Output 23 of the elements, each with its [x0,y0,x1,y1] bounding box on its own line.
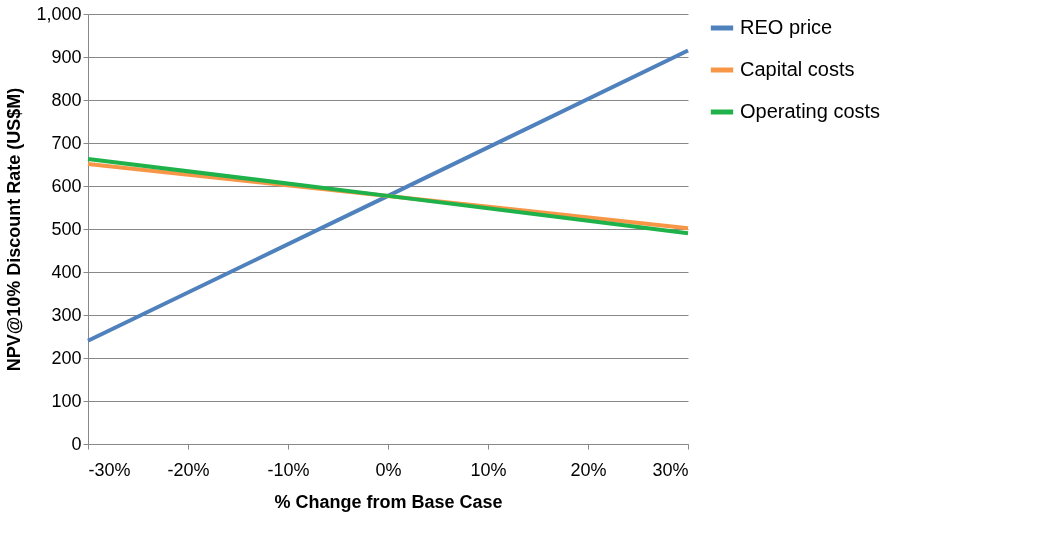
x-tick-label: -20% [167,459,210,480]
legend-label: Operating costs [740,100,881,122]
legend-label: REO price [740,16,833,38]
y-tick-label: 100 [51,390,82,411]
y-tick-label: 500 [51,218,82,239]
x-tick-label: 10% [470,459,507,480]
x-tick-label: 20% [570,459,607,480]
x-tick-label: -10% [267,459,310,480]
x-tick-label: 0% [375,459,402,480]
y-tick-label: 400 [51,261,82,282]
y-tick-label: 300 [51,304,82,325]
y-tick-label: 700 [51,132,82,153]
y-axis-title: NPV@10% Discount Rate (US$M) [4,87,25,372]
legend-label: Capital costs [740,58,855,80]
y-tick-label: 600 [51,175,82,196]
y-tick-label: 900 [51,46,82,67]
y-tick-label: 0 [71,433,82,454]
y-tick-label: 1,000 [36,3,82,24]
y-tick-label: 200 [51,347,82,368]
x-tick-label: 30% [652,459,689,480]
y-tick-label: 800 [51,89,82,110]
x-axis-title: % Change from Base Case [274,491,503,512]
x-tick-label: -30% [88,459,131,480]
